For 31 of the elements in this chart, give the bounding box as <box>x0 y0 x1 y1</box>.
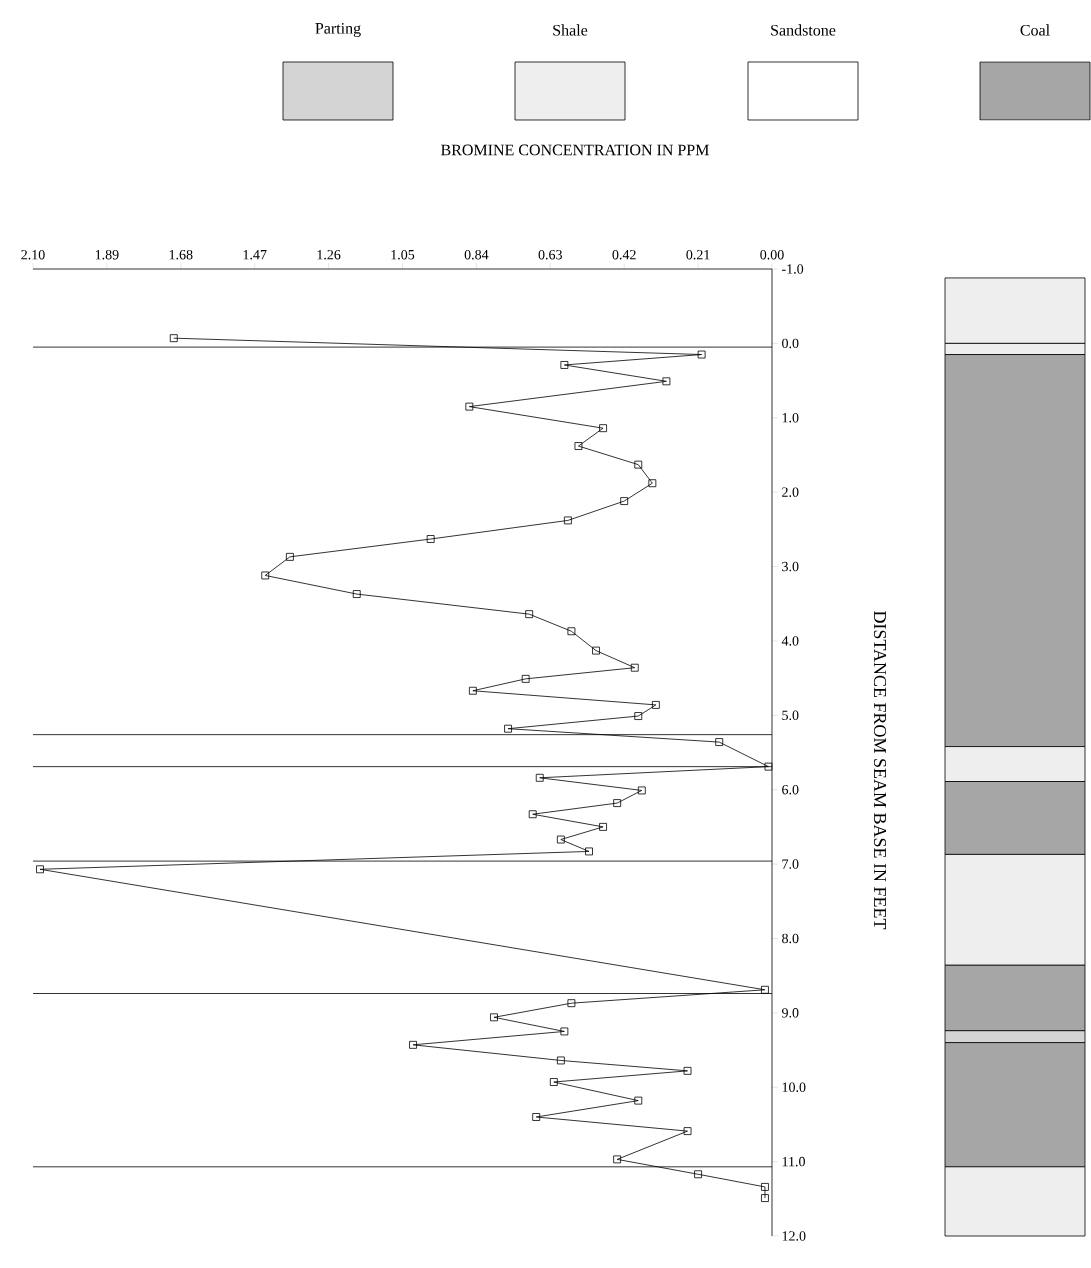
y-tick-label: 2.0 <box>782 487 799 497</box>
y-tick-label: 3.0 <box>782 561 799 572</box>
x-tick-label: 1.68 <box>169 249 193 260</box>
y-tick-label: 0.0 <box>782 338 799 349</box>
x-tick-label: 0.84 <box>464 249 489 260</box>
y-tick-label: 9.0 <box>781 1008 799 1018</box>
y-tick-label: 1.0 <box>782 413 799 423</box>
y-tick-label: -1.0 <box>782 264 804 274</box>
x-tick-label: 0.00 <box>760 249 784 260</box>
y-tick-label: 10.0 <box>782 1082 806 1092</box>
x-tick-label: 2.10 <box>21 249 45 260</box>
text: Shale <box>553 24 588 36</box>
y-tick-label: 11.0 <box>782 1156 805 1167</box>
y-tick-label: 4.0 <box>781 636 799 646</box>
x-tick-label: 0.42 <box>612 249 636 260</box>
y-tick-label: 6.0 <box>782 784 799 795</box>
y-axis-title: DISTANCE FROM SEAM BASE IN FEET <box>873 610 887 930</box>
x-tick-label: 1.26 <box>317 250 341 260</box>
y-tick-label: 8.0 <box>782 933 799 944</box>
y-tick-label: 12.0 <box>782 1231 806 1241</box>
text: Parting <box>315 22 361 38</box>
x-tick-label: 0.21 <box>686 249 710 260</box>
x-tick-label: 0.63 <box>538 249 562 260</box>
x-axis-title: BROMINE CONCENTRATION IN PPM <box>441 144 709 156</box>
text: Sandstone <box>771 24 836 36</box>
y-tick-label: 7.0 <box>782 859 799 869</box>
text: Coal <box>1020 24 1050 36</box>
x-tick-label: 1.47 <box>243 250 267 260</box>
x-tick-label: 1.05 <box>391 249 415 260</box>
x-tick-label: 1.89 <box>95 249 119 260</box>
y-tick-label: 5.0 <box>782 710 799 721</box>
